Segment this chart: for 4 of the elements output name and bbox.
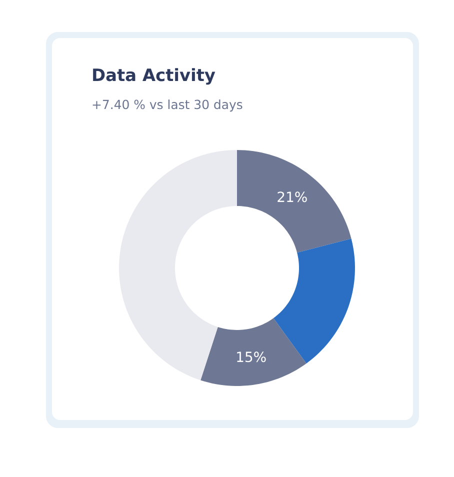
data-label: 15% [237, 352, 266, 362]
chart-title: Data Activity [93, 68, 216, 85]
data-label: 21% [278, 192, 307, 202]
chart-subtitle: +7.40 % vs last 30 days [92, 100, 242, 112]
